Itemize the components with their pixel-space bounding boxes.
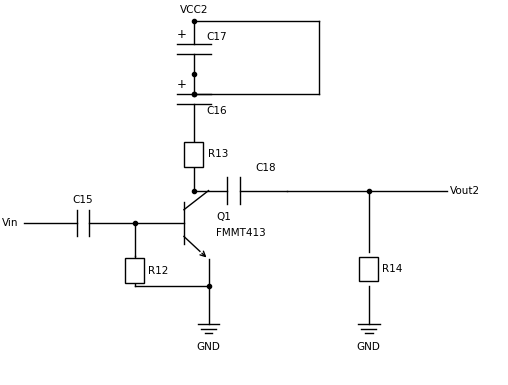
Text: Vout2: Vout2: [450, 186, 480, 196]
Text: Q1: Q1: [216, 213, 231, 223]
Text: R12: R12: [148, 266, 169, 276]
Text: C15: C15: [73, 195, 93, 205]
Text: R14: R14: [383, 264, 403, 274]
Text: +: +: [176, 78, 186, 91]
Text: C18: C18: [255, 163, 275, 173]
Text: R13: R13: [208, 149, 228, 159]
Bar: [125, 258, 144, 283]
Text: GND: GND: [357, 341, 380, 352]
Text: GND: GND: [197, 341, 220, 352]
Text: C17: C17: [206, 32, 227, 42]
Text: Vin: Vin: [3, 218, 19, 228]
Text: +: +: [176, 28, 186, 41]
Bar: [359, 256, 378, 281]
Text: C16: C16: [206, 106, 227, 116]
Text: VCC2: VCC2: [179, 5, 208, 15]
Bar: [184, 142, 203, 167]
Text: FMMT413: FMMT413: [216, 228, 266, 238]
